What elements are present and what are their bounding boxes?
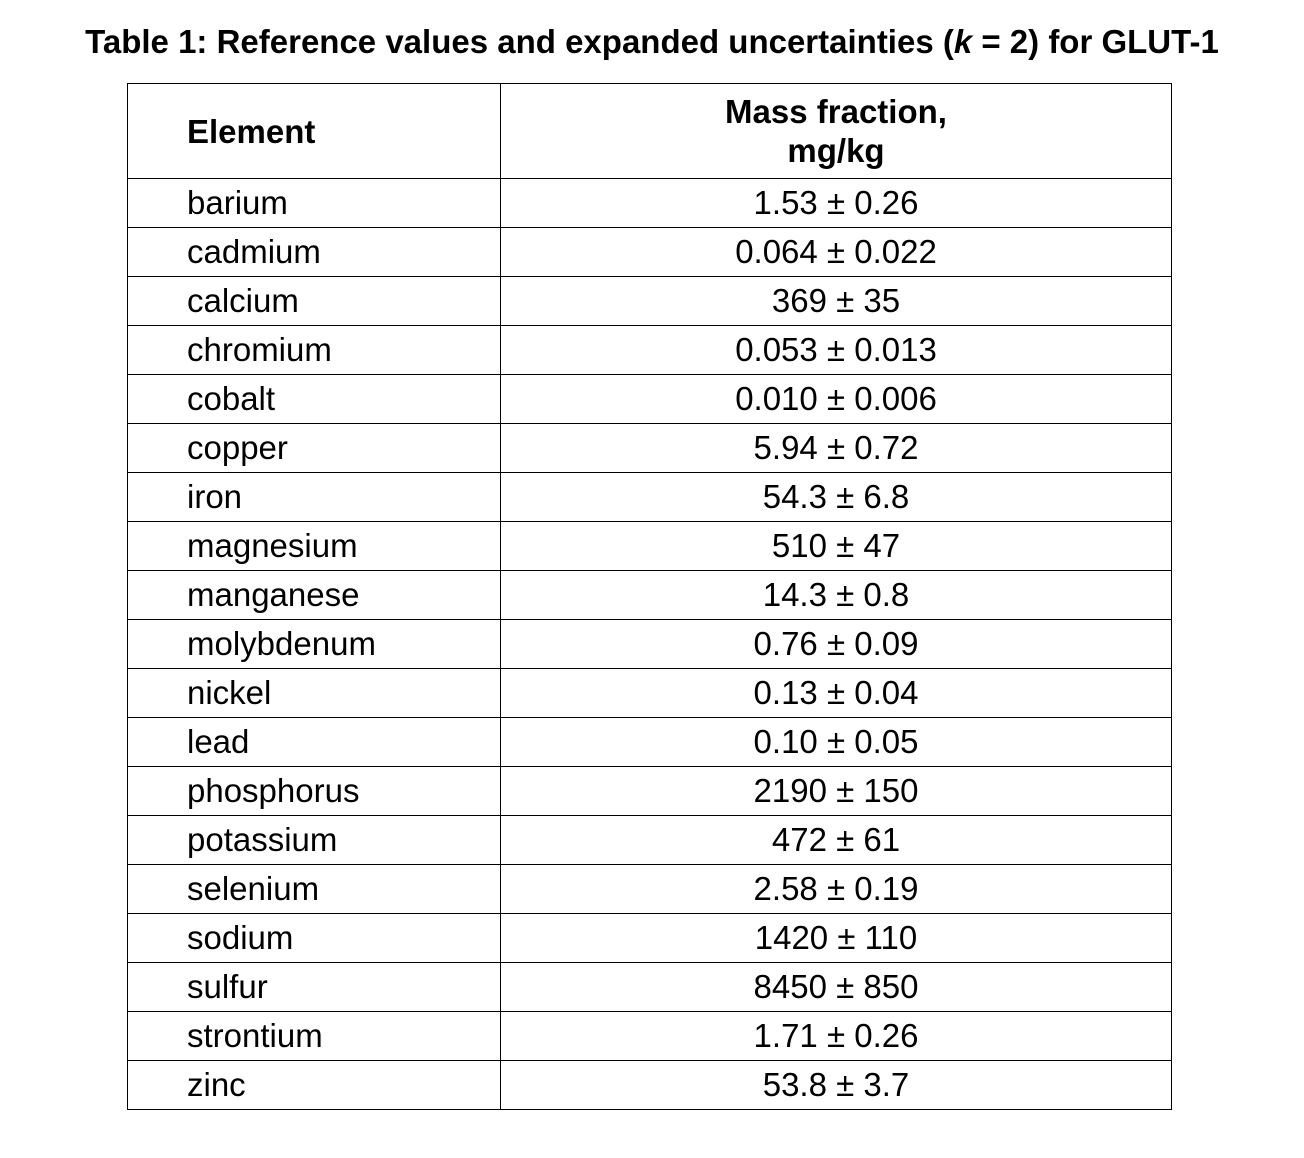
mass-fraction-cell: 1420 ± 110 (500, 913, 1172, 963)
table-row: cadmium 0.064 ± 0.022 (127, 227, 1172, 277)
table-row: copper 5.94 ± 0.72 (127, 423, 1172, 473)
element-cell: sodium (127, 913, 501, 963)
element-cell: cadmium (127, 227, 501, 277)
table-row: molybdenum 0.76 ± 0.09 (127, 619, 1172, 669)
mass-fraction-cell: 0.10 ± 0.05 (500, 717, 1172, 767)
header-mass-fraction: Mass fraction, mg/kg (500, 83, 1172, 179)
element-cell: selenium (127, 864, 501, 914)
element-cell: cobalt (127, 374, 501, 424)
table-row: nickel 0.13 ± 0.04 (127, 668, 1172, 718)
element-cell: nickel (127, 668, 501, 718)
element-cell: phosphorus (127, 766, 501, 816)
header-element: Element (127, 83, 501, 179)
mass-fraction-cell: 2190 ± 150 (500, 766, 1172, 816)
mass-fraction-cell: 8450 ± 850 (500, 962, 1172, 1012)
table-row: iron 54.3 ± 6.8 (127, 472, 1172, 522)
caption-k-symbol: k (953, 23, 973, 60)
element-cell: calcium (127, 276, 501, 326)
element-cell: copper (127, 423, 501, 473)
caption-suffix: = 2) for GLUT-1 (972, 23, 1219, 60)
reference-values-table: Element Mass fraction, mg/kg barium 1.53 … (127, 83, 1172, 1110)
table-row: strontium 1.71 ± 0.26 (127, 1011, 1172, 1061)
mass-fraction-cell: 0.010 ± 0.006 (500, 374, 1172, 424)
mass-fraction-cell: 0.053 ± 0.013 (500, 325, 1172, 375)
mass-fraction-cell: 0.064 ± 0.022 (500, 227, 1172, 277)
mass-fraction-cell: 369 ± 35 (500, 276, 1172, 326)
element-cell: molybdenum (127, 619, 501, 669)
table-row: barium 1.53 ± 0.26 (127, 178, 1172, 228)
element-cell: lead (127, 717, 501, 767)
mass-fraction-cell: 0.13 ± 0.04 (500, 668, 1172, 718)
table-row: chromium 0.053 ± 0.013 (127, 325, 1172, 375)
table-row: lead 0.10 ± 0.05 (127, 717, 1172, 767)
header-mass-line2: mg/kg (787, 132, 885, 169)
header-mass-line1: Mass fraction, (725, 93, 947, 130)
mass-fraction-cell: 0.76 ± 0.09 (500, 619, 1172, 669)
element-cell: strontium (127, 1011, 501, 1061)
table-row: sulfur 8450 ± 850 (127, 962, 1172, 1012)
mass-fraction-cell: 472 ± 61 (500, 815, 1172, 865)
table-body: barium 1.53 ± 0.26 cadmium 0.064 ± 0.022 cal… (127, 178, 1172, 1110)
element-cell: iron (127, 472, 501, 522)
mass-fraction-cell: 53.8 ± 3.7 (500, 1060, 1172, 1110)
header-row: Element Mass fraction, mg/kg (127, 83, 1172, 179)
mass-fraction-cell: 1.71 ± 0.26 (500, 1011, 1172, 1061)
element-cell: chromium (127, 325, 501, 375)
mass-fraction-cell: 54.3 ± 6.8 (500, 472, 1172, 522)
caption-prefix: Table 1: Reference values and expanded u… (85, 23, 954, 60)
element-cell: magnesium (127, 521, 501, 571)
table-row: cobalt 0.010 ± 0.006 (127, 374, 1172, 424)
table-caption: Table 1: Reference values and expanded u… (0, 22, 1304, 62)
table-row: phosphorus 2190 ± 150 (127, 766, 1172, 816)
mass-fraction-cell: 1.53 ± 0.26 (500, 178, 1172, 228)
element-cell: sulfur (127, 962, 501, 1012)
element-cell: manganese (127, 570, 501, 620)
mass-fraction-cell: 510 ± 47 (500, 521, 1172, 571)
table-row: sodium 1420 ± 110 (127, 913, 1172, 963)
table-row: manganese 14.3 ± 0.8 (127, 570, 1172, 620)
mass-fraction-cell: 5.94 ± 0.72 (500, 423, 1172, 473)
table-row: calcium 369 ± 35 (127, 276, 1172, 326)
mass-fraction-cell: 2.58 ± 0.19 (500, 864, 1172, 914)
mass-fraction-cell: 14.3 ± 0.8 (500, 570, 1172, 620)
table-row: potassium 472 ± 61 (127, 815, 1172, 865)
table-row: magnesium 510 ± 47 (127, 521, 1172, 571)
element-cell: zinc (127, 1060, 501, 1110)
table-row: selenium 2.58 ± 0.19 (127, 864, 1172, 914)
element-cell: barium (127, 178, 501, 228)
element-cell: potassium (127, 815, 501, 865)
table-row: zinc 53.8 ± 3.7 (127, 1060, 1172, 1110)
